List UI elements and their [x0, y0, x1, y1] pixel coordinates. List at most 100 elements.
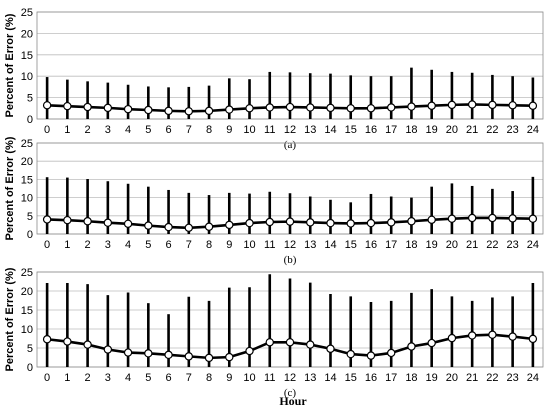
y-tick-label: 15 [21, 174, 33, 186]
mean-point-hour-9 [225, 105, 234, 114]
mean-point-hour-24 [528, 101, 538, 110]
x-tick-label: 13 [304, 124, 316, 136]
mean-point-hour-14 [326, 344, 335, 353]
mean-point-hour-1 [63, 215, 72, 225]
x-tick-label: 23 [507, 124, 519, 136]
mean-point-hour-16 [366, 218, 376, 228]
x-tick-label: 8 [206, 372, 212, 384]
mean-point-hour-9 [225, 220, 234, 230]
x-tick-label: 18 [405, 124, 417, 136]
x-tick-label: 7 [186, 239, 192, 251]
mean-point-hour-8 [204, 353, 214, 363]
mean-point-hour-5 [144, 349, 153, 358]
mean-point-hour-14 [326, 103, 335, 113]
mean-point-hour-15 [346, 104, 355, 113]
y-axis-title: Percent of Error (%) [4, 267, 16, 371]
x-tick-label: 16 [365, 124, 377, 136]
x-tick-label: 14 [324, 372, 336, 384]
mean-point-hour-21 [467, 213, 477, 223]
x-tick-label: 13 [304, 239, 316, 251]
x-tick-label: 13 [304, 372, 316, 384]
x-tick-label: 10 [243, 372, 255, 384]
x-tick-label: 21 [466, 124, 478, 136]
x-tick-label: 1 [64, 239, 70, 251]
x-tick-label: 8 [206, 124, 212, 136]
mean-point-hour-21 [467, 100, 477, 109]
mean-point-hour-15 [346, 219, 355, 228]
mean-point-hour-8 [204, 106, 214, 116]
mean-point-hour-10 [245, 218, 254, 228]
x-tick-label: 6 [165, 239, 171, 251]
x-tick-label: 5 [145, 239, 151, 251]
x-tick-label: 17 [385, 372, 397, 384]
x-tick-label: 2 [85, 124, 91, 136]
mean-point-hour-7 [184, 352, 193, 361]
y-axis-title: Percent of Error (%) [4, 136, 16, 240]
mean-point-hour-1 [63, 337, 72, 346]
mean-point-hour-5 [144, 221, 153, 230]
mean-point-hour-18 [407, 217, 416, 226]
x-tick-label: 6 [165, 372, 171, 384]
x-tick-label: 7 [186, 372, 192, 384]
x-tick-label: 12 [284, 239, 296, 251]
x-tick-label: 15 [345, 239, 357, 251]
y-tick-label: 15 [21, 50, 33, 62]
x-tick-label: 9 [226, 239, 232, 251]
x-tick-label: 11 [264, 124, 275, 136]
x-tick-label: 3 [105, 239, 111, 251]
mean-point-hour-12 [285, 338, 295, 347]
y-tick-label: 25 [21, 138, 33, 150]
y-tick-label: 5 [27, 343, 33, 355]
y-tick-label: 25 [21, 267, 33, 279]
mean-point-hour-17 [387, 103, 396, 112]
mean-point-hour-6 [164, 106, 173, 116]
mean-point-hour-23 [508, 101, 517, 110]
mean-point-hour-17 [387, 218, 396, 227]
mean-point-hour-13 [306, 340, 315, 349]
mean-point-hour-23 [508, 332, 517, 341]
mean-point-hour-16 [366, 104, 376, 113]
mean-point-hour-7 [184, 223, 193, 233]
mean-point-hour-21 [467, 331, 477, 340]
x-tick-label: 9 [226, 124, 232, 136]
x-tick-label: 17 [385, 124, 397, 136]
mean-point-hour-19 [427, 338, 436, 348]
x-tick-label: 15 [345, 372, 357, 384]
x-tick-label: 0 [44, 124, 50, 136]
mean-point-hour-11 [265, 338, 274, 347]
mean-point-hour-10 [245, 104, 254, 113]
mean-point-hour-4 [123, 219, 133, 229]
mean-point-hour-2 [83, 340, 92, 349]
x-tick-label: 6 [165, 124, 171, 136]
x-tick-label: 23 [507, 239, 519, 251]
x-tick-label: 4 [125, 239, 131, 251]
mean-point-hour-3 [103, 218, 113, 227]
mean-point-hour-16 [366, 351, 376, 360]
x-tick-label: 21 [466, 239, 478, 251]
mean-point-hour-3 [103, 345, 113, 354]
x-tick-label: 24 [527, 239, 539, 251]
x-tick-label: 12 [284, 124, 296, 136]
x-tick-label: 5 [145, 372, 151, 384]
x-tick-label: 22 [486, 239, 498, 251]
mean-point-hour-2 [83, 217, 92, 226]
mean-point-hour-0 [42, 101, 52, 110]
x-tick-label: 12 [284, 372, 296, 384]
x-tick-label: 0 [44, 239, 50, 251]
mean-point-hour-24 [528, 334, 538, 344]
mean-point-hour-22 [488, 100, 497, 110]
x-tick-label: 11 [264, 372, 275, 384]
x-tick-label: 20 [446, 239, 458, 251]
mean-point-hour-22 [488, 330, 497, 339]
x-tick-label: 18 [405, 372, 417, 384]
x-tick-label: 10 [243, 124, 255, 136]
y-tick-label: 20 [21, 286, 33, 298]
y-tick-label: 20 [21, 156, 33, 168]
x-tick-label: 2 [85, 239, 91, 251]
mean-point-hour-19 [427, 101, 436, 110]
x-tick-label: 20 [446, 124, 458, 136]
x-tick-label: 18 [405, 239, 417, 251]
mean-point-hour-7 [184, 107, 193, 116]
